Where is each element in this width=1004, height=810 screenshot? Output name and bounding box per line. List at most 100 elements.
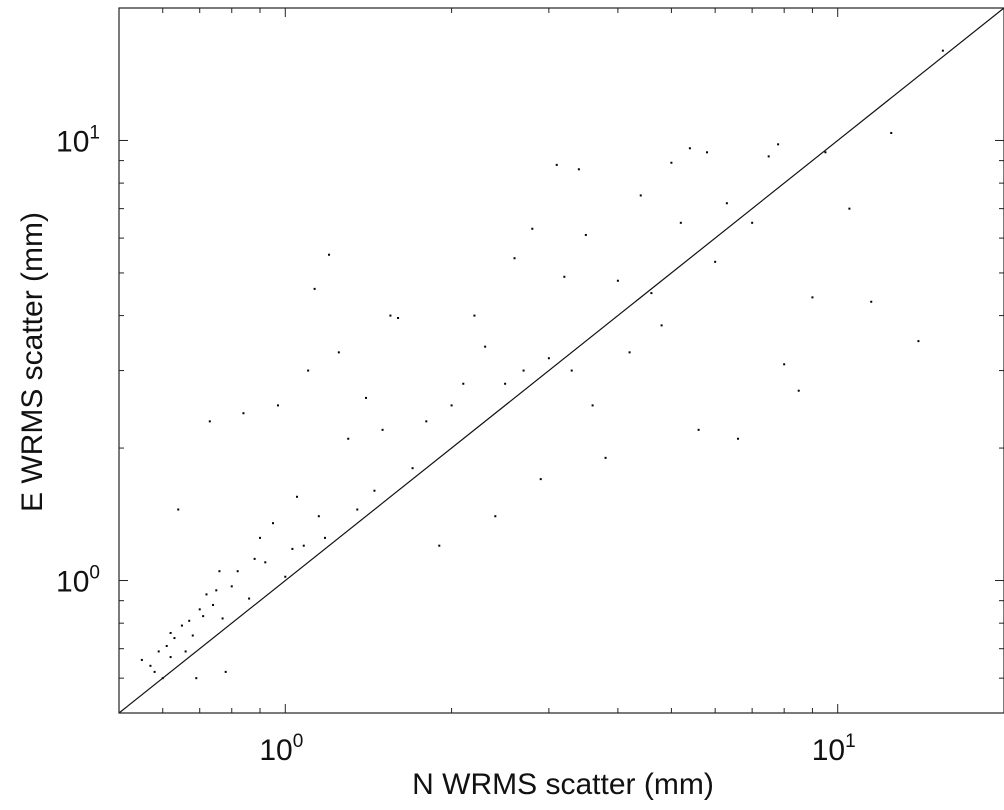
- data-point: [767, 155, 770, 158]
- data-point: [679, 221, 682, 224]
- data-point: [140, 658, 143, 661]
- data-point: [522, 369, 525, 372]
- data-point: [547, 357, 550, 360]
- data-point: [365, 396, 368, 399]
- data-point: [381, 428, 384, 431]
- data-point: [188, 619, 191, 622]
- data-point: [284, 575, 287, 578]
- data-point: [725, 202, 728, 205]
- data-point: [797, 389, 800, 392]
- data-point: [563, 275, 566, 278]
- data-point: [302, 544, 305, 547]
- data-point: [191, 634, 194, 637]
- data-point: [513, 257, 516, 260]
- data-point: [169, 631, 172, 634]
- x-axis-ticks: 100 101: [162, 8, 856, 767]
- data-point: [180, 624, 183, 627]
- y-axis-ticks: 100 101: [56, 122, 1004, 679]
- data-point: [824, 151, 827, 154]
- data-point: [242, 412, 245, 415]
- data-point: [153, 670, 156, 673]
- data-point: [230, 585, 233, 588]
- data-point: [473, 314, 476, 317]
- data-point: [660, 324, 663, 327]
- data-point: [157, 650, 160, 653]
- data-point: [811, 296, 814, 299]
- data-point: [236, 570, 239, 573]
- data-point: [389, 314, 392, 317]
- y-tick-label: 101: [56, 122, 100, 158]
- data-point: [484, 345, 487, 348]
- data-point: [397, 316, 400, 319]
- data-point: [438, 544, 441, 547]
- data-point: [356, 508, 359, 511]
- data-point: [271, 522, 274, 525]
- data-point: [706, 151, 709, 154]
- data-point: [296, 495, 298, 498]
- data-point: [195, 677, 198, 680]
- data-point: [307, 369, 310, 372]
- data-point: [941, 49, 944, 52]
- x-tick-label: 101: [812, 731, 856, 767]
- x-tick-label: 100: [259, 731, 303, 767]
- plot-frame: [118, 7, 1004, 714]
- data-point: [276, 404, 279, 407]
- data-point: [205, 593, 208, 596]
- identity-reference-line: [118, 7, 1004, 714]
- data-point: [450, 404, 453, 407]
- data-point: [555, 163, 558, 166]
- data-point: [202, 615, 205, 618]
- data-point: [577, 168, 580, 171]
- data-point: [173, 637, 176, 640]
- data-point: [890, 131, 893, 134]
- data-point: [373, 489, 376, 492]
- data-point: [347, 437, 350, 440]
- data-point: [848, 207, 851, 210]
- data-point: [737, 437, 740, 440]
- data-point: [259, 536, 262, 539]
- data-point: [208, 420, 211, 423]
- data-point: [531, 227, 534, 230]
- y-axis-label: E WRMS scatter (mm): [16, 212, 49, 512]
- data-point: [337, 351, 340, 354]
- data-point: [149, 664, 152, 667]
- data-point: [584, 233, 587, 236]
- data-point: [917, 340, 920, 343]
- data-point: [639, 194, 642, 197]
- data-point: [751, 221, 754, 224]
- data-point: [714, 260, 717, 263]
- data-point: [212, 603, 215, 606]
- data-point: [783, 363, 786, 366]
- data-point: [494, 515, 497, 518]
- data-points-layer: [140, 49, 944, 680]
- y-tick-label: 100: [56, 563, 100, 599]
- data-point: [504, 382, 507, 385]
- data-point: [291, 547, 294, 550]
- data-point: [221, 617, 224, 620]
- data-point: [539, 478, 542, 481]
- data-point: [616, 279, 619, 282]
- data-point: [317, 515, 320, 518]
- data-point: [411, 467, 414, 470]
- data-point: [248, 597, 251, 600]
- data-point: [198, 608, 201, 611]
- data-point: [628, 351, 631, 354]
- data-point: [650, 292, 653, 295]
- data-point: [670, 161, 673, 164]
- data-point: [570, 369, 573, 372]
- data-point: [425, 420, 428, 423]
- data-point: [324, 536, 326, 539]
- data-point: [688, 147, 691, 150]
- data-point: [184, 650, 187, 653]
- data-point: [777, 143, 780, 146]
- x-axis-label: N WRMS scatter (mm): [412, 768, 714, 801]
- data-point: [870, 300, 873, 303]
- data-point: [313, 287, 316, 290]
- data-point: [604, 456, 607, 459]
- data-point: [169, 656, 172, 659]
- data-point: [591, 404, 594, 407]
- data-point: [215, 589, 218, 592]
- data-point: [462, 382, 465, 385]
- data-point: [253, 557, 256, 560]
